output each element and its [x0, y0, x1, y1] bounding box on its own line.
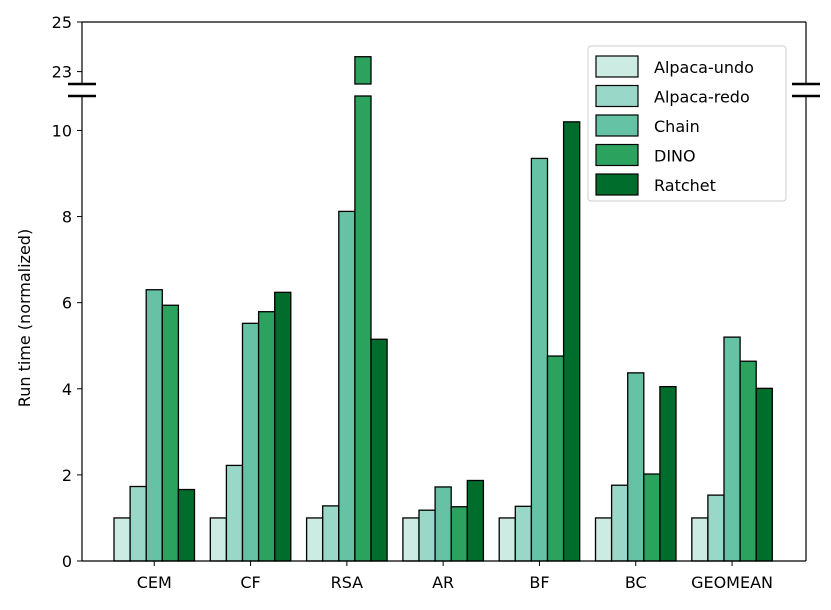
- legend-label-Chain: Chain: [654, 117, 700, 136]
- bar-CEM-Chain: [145, 289, 163, 562]
- legend-label-Alpaca-redo: Alpaca-redo: [654, 88, 750, 107]
- ticks: CEM CF RSA AR BF BC GEOMEAN 0 2 4 6 8 10 23 25: [52, 13, 773, 592]
- bar-CF-Ratchet: [274, 291, 292, 562]
- bar-AR-DINO: [450, 506, 468, 562]
- y-tick-label: 23: [52, 63, 72, 82]
- y-tick-label: 25: [52, 13, 72, 32]
- frame: [68, 21, 820, 562]
- bar-RSA-Alpaca-redo: [322, 505, 340, 562]
- bar-AR-Alpaca-redo: [418, 509, 436, 562]
- bar-CEM-Alpaca-undo: [113, 517, 131, 562]
- x-tick-label: GEOMEAN: [691, 573, 773, 592]
- y-tick-label: 6: [62, 294, 72, 313]
- bar-GEOMEAN-Chain: [723, 336, 741, 562]
- legend-label-Ratchet: Ratchet: [654, 176, 716, 195]
- y-tick-label: 4: [62, 380, 72, 399]
- bar-RSA-Ratchet: [370, 338, 388, 562]
- bar-AR-Alpaca-undo: [402, 517, 420, 562]
- legend-swatch-Alpaca-redo: [595, 84, 639, 108]
- bars: [113, 56, 773, 562]
- bar-AR-Ratchet: [466, 479, 485, 562]
- x-tick-label: AR: [432, 573, 454, 592]
- legend-label-DINO: DINO: [654, 147, 696, 166]
- x-tick-label: BC: [625, 573, 647, 592]
- axes: Run time (normalized): [15, 229, 34, 407]
- x-tick-label: CEM: [137, 573, 172, 592]
- y-tick-label: 10: [52, 121, 72, 140]
- bar-GEOMEAN-Alpaca-undo: [691, 517, 709, 562]
- bar-RSA-Alpaca-undo: [305, 517, 324, 562]
- bar-CF-DINO: [257, 311, 276, 562]
- bar-BF-Ratchet: [562, 121, 581, 562]
- bar-BC-Ratchet: [659, 385, 677, 562]
- bar-BF-DINO: [546, 355, 565, 562]
- x-tick-label: BF: [529, 573, 549, 592]
- legend-swatch-Ratchet: [595, 173, 639, 196]
- bar-GEOMEAN-Alpaca-redo: [707, 494, 725, 562]
- bar-CF-Alpaca-undo: [209, 517, 228, 562]
- y-tick-label: 0: [62, 552, 72, 571]
- bar-BC-Alpaca-redo: [610, 484, 629, 562]
- bar-RSA-Chain: [338, 210, 356, 562]
- legend-swatch-Alpaca-undo: [595, 55, 639, 78]
- bar-RSA-DINO-lower: [354, 95, 372, 562]
- legend: Alpaca-undo Alpaca-redo Chain DINO Ratchet: [587, 45, 787, 202]
- y-tick-label: 8: [62, 208, 72, 227]
- bar-BF-Chain: [530, 157, 549, 562]
- bar-AR-Chain: [434, 486, 452, 562]
- bar-CEM-DINO: [161, 304, 180, 562]
- bar-BC-Alpaca-undo: [594, 517, 613, 562]
- y-axis-title: Run time (normalized): [15, 229, 34, 407]
- bar-RSA-DINO-upper: [354, 56, 372, 85]
- bar-CEM-Ratchet: [177, 488, 196, 562]
- bar-GEOMEAN-DINO: [739, 360, 757, 562]
- x-tick-label: RSA: [331, 573, 364, 592]
- bar-GEOMEAN-Ratchet: [755, 387, 773, 562]
- legend-swatch-DINO: [595, 143, 639, 167]
- y-tick-label: 2: [62, 466, 72, 485]
- bar-BF-Alpaca-undo: [498, 517, 516, 562]
- bar-BF-Alpaca-redo: [514, 505, 533, 562]
- legend-swatch-Chain: [595, 114, 639, 137]
- bar-CEM-Alpaca-redo: [129, 485, 147, 562]
- bar-BC-Chain: [627, 372, 645, 562]
- bar-CF-Chain: [241, 322, 260, 562]
- legend-label-Alpaca-undo: Alpaca-undo: [654, 58, 754, 77]
- bar-CF-Alpaca-redo: [225, 464, 244, 562]
- x-tick-label: CF: [240, 573, 260, 592]
- bar-BC-DINO: [643, 473, 661, 562]
